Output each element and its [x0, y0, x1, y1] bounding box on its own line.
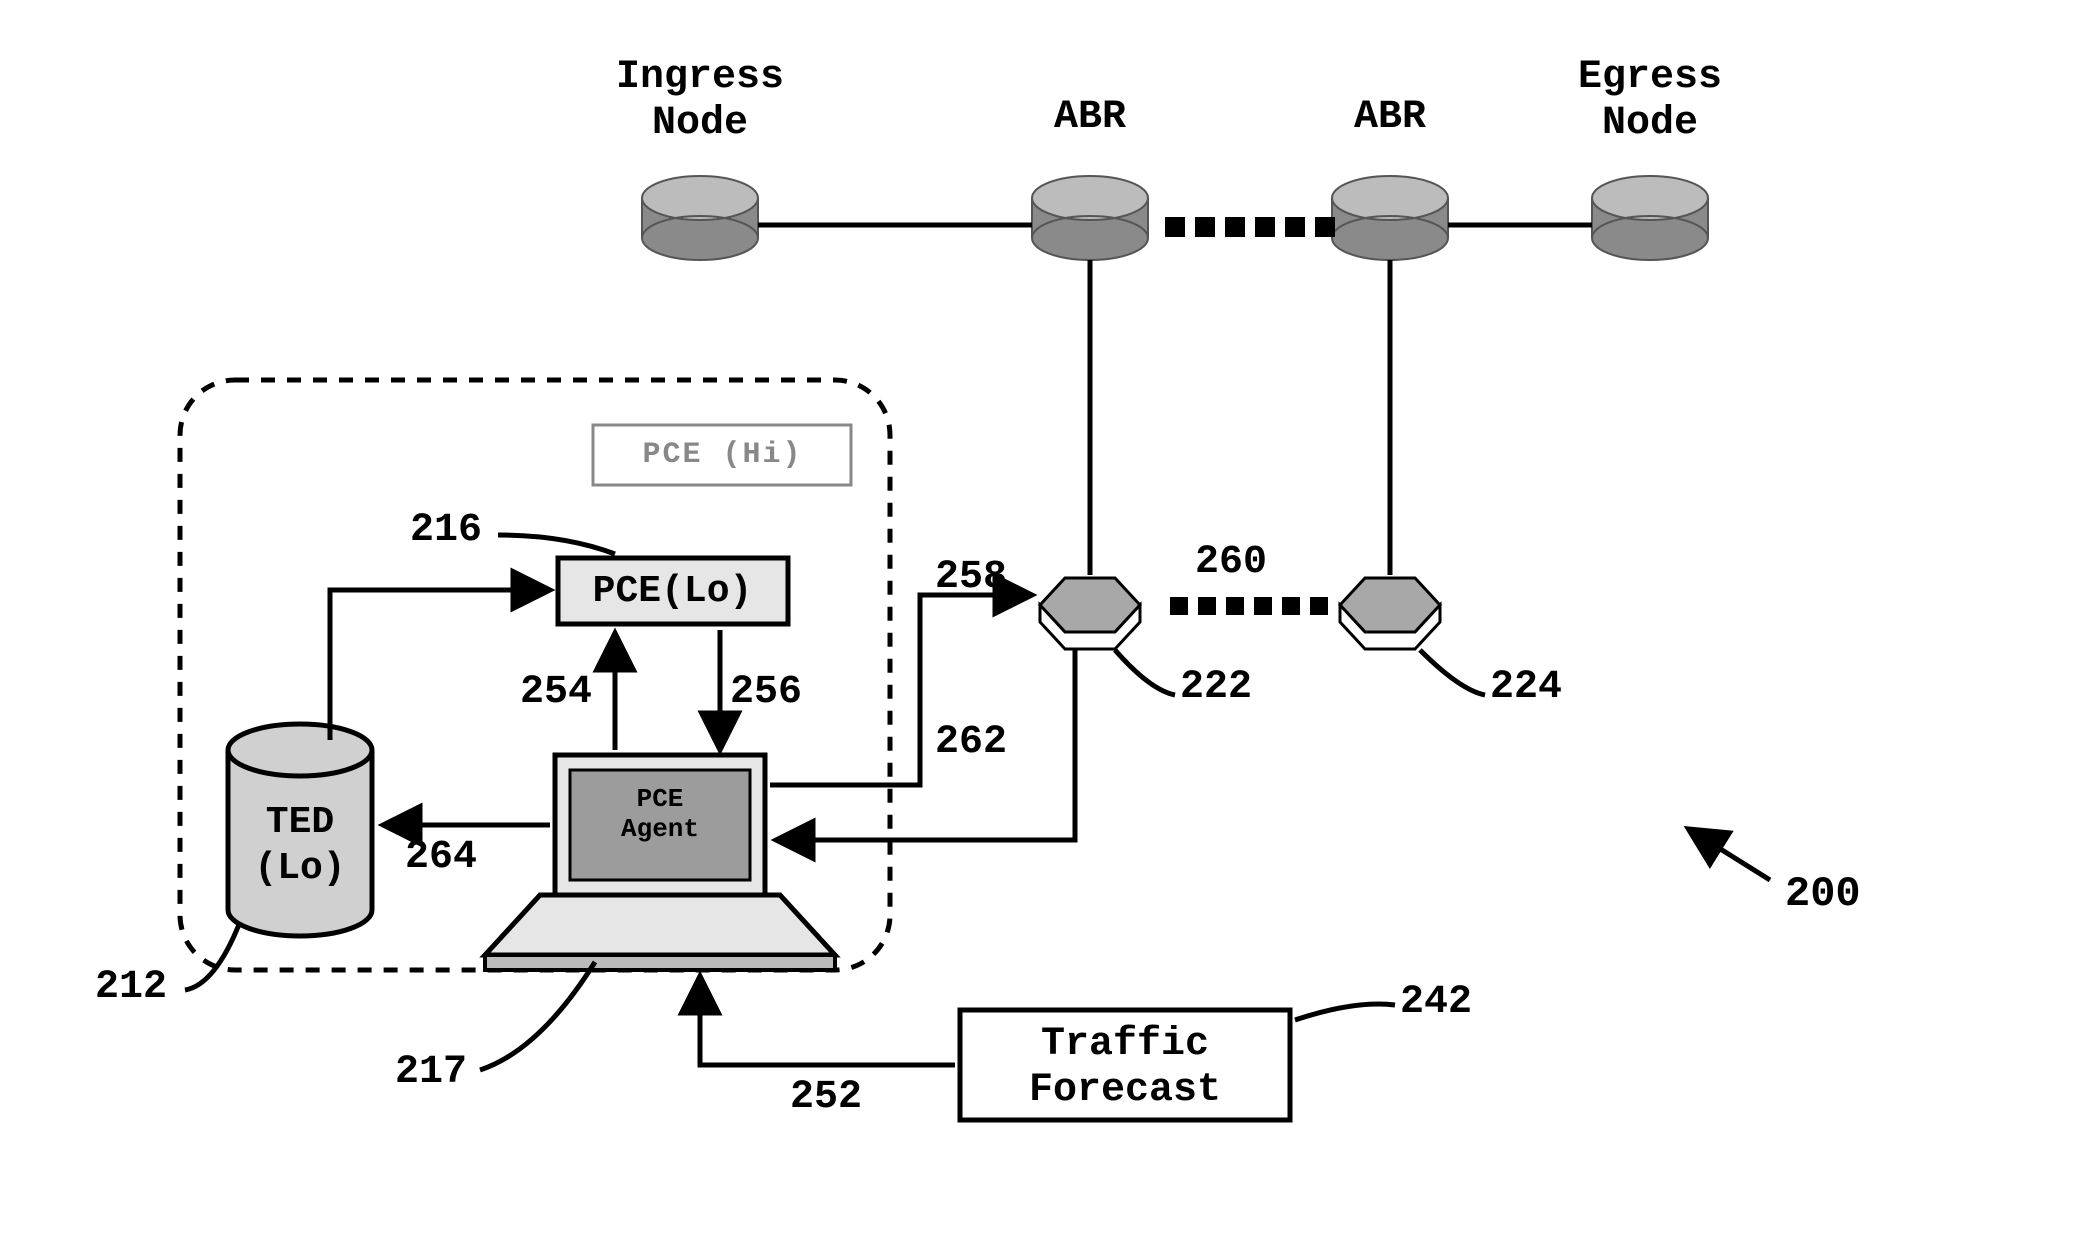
leader-200 [1690, 830, 1770, 880]
ref-222: 222 [1180, 665, 1252, 710]
leader-216 [498, 535, 615, 554]
ref-262: 262 [935, 720, 1007, 765]
ref-260: 260 [1195, 540, 1267, 585]
leader-242 [1295, 1004, 1395, 1020]
link-252 [700, 978, 955, 1065]
ref-224: 224 [1490, 665, 1562, 710]
ref-256: 256 [730, 670, 802, 715]
ingress-node-icon [642, 176, 758, 260]
ref-216: 216 [410, 508, 482, 553]
ref-217: 217 [395, 1050, 467, 1095]
leader-224 [1420, 650, 1485, 695]
dotted-link-abr1-abr2 [1165, 217, 1335, 237]
egress-node-icon [1592, 176, 1708, 260]
link-ted-pcelo [330, 590, 548, 740]
abr2-node-icon [1332, 176, 1448, 260]
ref-258: 258 [935, 555, 1007, 600]
ted-label: TED (Lo) [230, 800, 370, 891]
leader-212 [185, 922, 240, 990]
traffic-label: Traffic Forecast [965, 1022, 1285, 1114]
ref-254: 254 [520, 670, 592, 715]
ref-242: 242 [1400, 980, 1472, 1025]
ref-200: 200 [1785, 870, 1861, 918]
ref-212: 212 [95, 965, 167, 1010]
abr1-node-icon [1032, 176, 1148, 260]
pce-agent-label: PCE Agent [575, 785, 745, 845]
abr2-label: ABR [1340, 95, 1440, 140]
pce-hi-label: PCE (Hi) [600, 438, 845, 472]
abr1-label: ABR [1040, 95, 1140, 140]
leader-222 [1115, 650, 1175, 695]
dotted-link-hex [1170, 597, 1328, 615]
link-262 [778, 650, 1075, 840]
ref-264: 264 [405, 835, 477, 880]
ref-252: 252 [790, 1075, 862, 1120]
pce-lo-label: PCE(Lo) [560, 570, 785, 613]
hex-224-icon [1340, 578, 1440, 649]
ingress-label: Ingress Node [600, 55, 800, 147]
hex-222-icon [1040, 578, 1140, 649]
leader-217 [480, 962, 595, 1070]
egress-label: Egress Node [1560, 55, 1740, 147]
